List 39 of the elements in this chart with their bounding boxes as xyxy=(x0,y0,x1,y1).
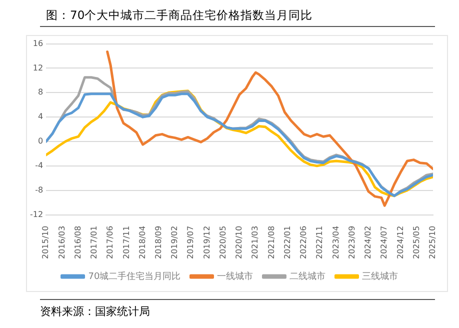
x-tick-label: 2017/11 xyxy=(122,226,131,259)
x-tick-label: 2019/02 xyxy=(170,226,180,259)
x-tick-label: 2021/08 xyxy=(266,226,276,259)
x-tick-label: 2018/04 xyxy=(138,226,147,259)
x-tick-label: 2022/06 xyxy=(299,226,308,259)
y-tick-label: 16 xyxy=(32,38,44,48)
x-tick-label: 2018/09 xyxy=(154,226,163,259)
x-tick-label: 2024/02 xyxy=(364,226,373,259)
text: 资料来源：国家统计局 xyxy=(40,304,151,319)
x-tick-label: 2016/03 xyxy=(57,226,66,259)
x-tick-label: 2025/10 xyxy=(428,226,438,259)
x-tick-label: 2020/05 xyxy=(218,226,228,259)
x-tick-label: 2023/04 xyxy=(331,226,340,259)
y-tick-label: 12 xyxy=(32,63,44,72)
legend-label: 二线城市 xyxy=(290,270,326,282)
x-tick-label: 2025/05 xyxy=(412,226,421,259)
x-tick-label: 2024/07 xyxy=(380,226,389,259)
x-tick-label: 2022/11 xyxy=(315,226,324,259)
y-tick-label: 4 xyxy=(38,112,44,122)
x-tick-label: 2023/09 xyxy=(347,226,356,259)
x-tick-label: 2024/12 xyxy=(396,226,405,259)
y-tick-label: -8 xyxy=(35,185,44,194)
y-tick-label: 8 xyxy=(38,88,44,97)
x-tick-label: 2015/10 xyxy=(41,226,50,259)
x-tick-label: 2020/10 xyxy=(234,226,244,259)
x-tick-label: 2022/01 xyxy=(282,226,292,259)
chart-title: 图：70个大中城市二手商品住宅价格指数当月同比 xyxy=(40,8,435,27)
legend-label: 三线城市 xyxy=(362,270,398,282)
x-tick-label: 2016/08 xyxy=(73,226,82,259)
x-tick-label: 2019/12 xyxy=(202,226,212,259)
legend-label: 70城二手住宅当月同比 xyxy=(88,270,181,282)
x-tick-label: 2019/07 xyxy=(186,226,196,259)
y-tick-label: 0 xyxy=(38,136,44,146)
y-tick-label: -4 xyxy=(35,160,44,170)
x-tick-label: 2021/03 xyxy=(250,226,260,259)
legend-label: 一线城市 xyxy=(217,270,254,282)
y-tick-label: -12 xyxy=(30,210,44,219)
x-tick-label: 2017/06 xyxy=(106,226,115,259)
x-tick-label: 2017/01 xyxy=(90,226,99,259)
